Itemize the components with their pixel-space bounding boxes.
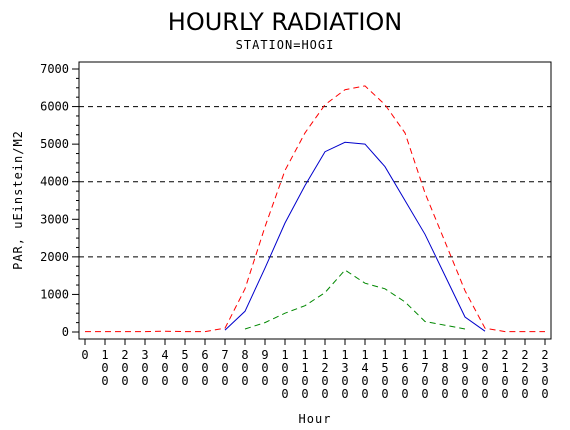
y-tick-label: 3000 xyxy=(40,212,69,226)
y-axis-label: PAR, uEinstein/M2 xyxy=(11,130,25,270)
gridlines xyxy=(79,106,551,258)
y-tick-label: 1000 xyxy=(40,287,69,301)
series-line-0 xyxy=(85,85,545,333)
x-axis-ticks: 0 1 0 0 2 0 0 3 0 0 4 0 0 5 0 0 6 0 0 7 0 0 8 0 0 9 0 0 1 0 0 0 1 1 0 0 1 2 0 0… xyxy=(81,339,549,401)
y-tick-label: 2000 xyxy=(40,250,69,264)
series-line-2 xyxy=(244,269,466,330)
chart-title: HOURLY RADIATION xyxy=(168,8,402,36)
series-line-1 xyxy=(224,141,486,332)
y-tick-label: 0 xyxy=(62,325,69,339)
y-tick-label: 5000 xyxy=(40,137,69,151)
series-lines xyxy=(85,85,545,333)
y-axis-ticks: 0 1000 2000 3000 4000 5000 6000 7000 xyxy=(40,62,79,339)
y-tick-label: 7000 xyxy=(40,62,69,76)
chart-subtitle: STATION=HOGI xyxy=(236,38,335,52)
x-tick-label: 0 xyxy=(81,348,88,362)
x-axis-label: Hour xyxy=(299,412,332,426)
plot-frame xyxy=(78,61,552,340)
y-tick-label: 4000 xyxy=(40,175,69,189)
y-tick-label: 6000 xyxy=(40,100,69,114)
